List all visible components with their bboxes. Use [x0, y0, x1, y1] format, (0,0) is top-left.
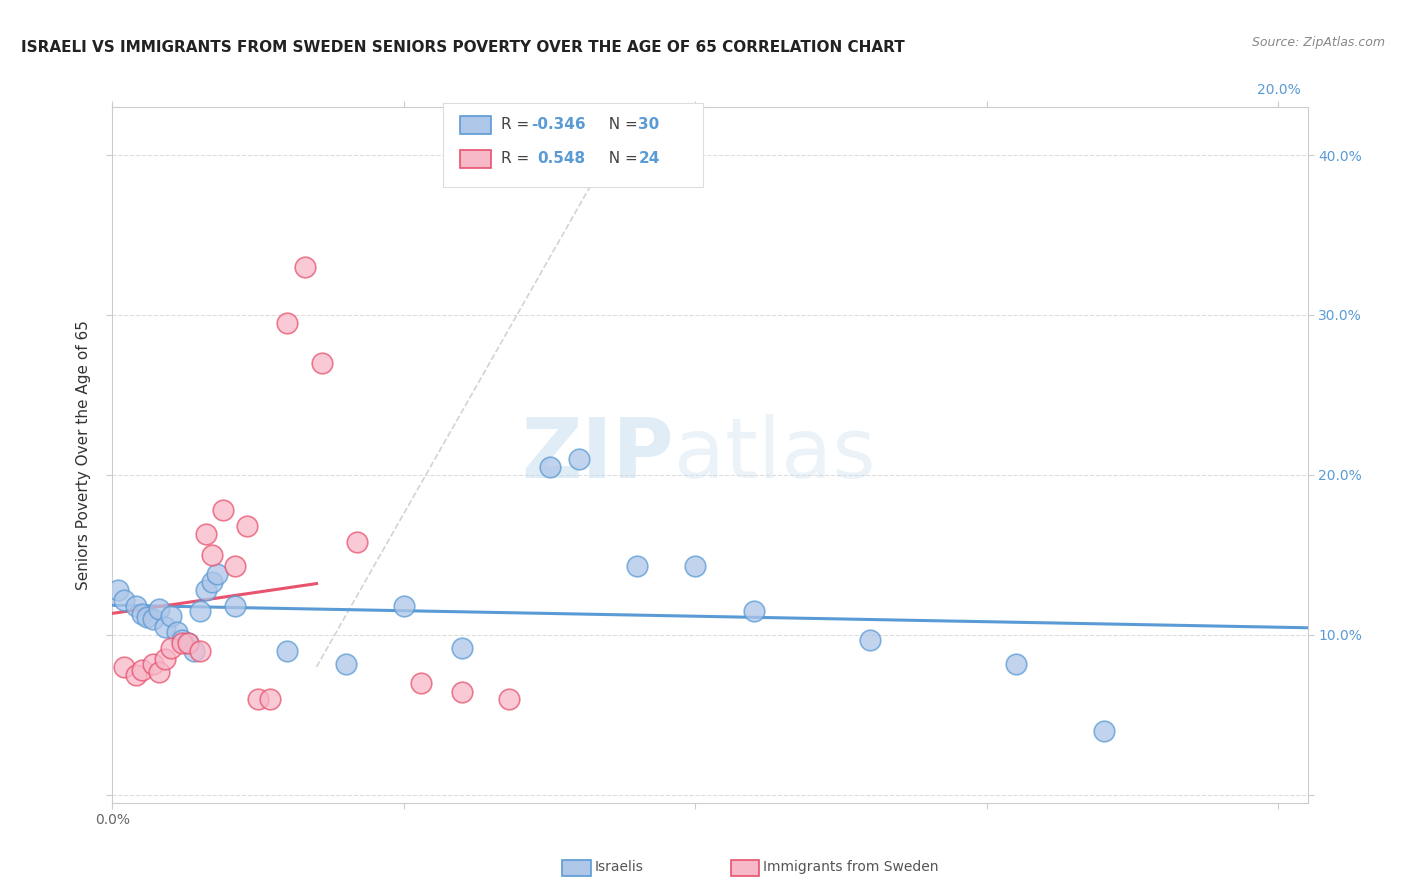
Text: R =: R =	[501, 118, 534, 132]
Point	[411, 676, 433, 690]
Text: ISRAELI VS IMMIGRANTS FROM SWEDEN SENIORS POVERTY OVER THE AGE OF 65 CORRELATION: ISRAELI VS IMMIGRANTS FROM SWEDEN SENIOR…	[21, 40, 905, 55]
Text: Immigrants from Sweden: Immigrants from Sweden	[763, 860, 939, 874]
Point	[685, 559, 707, 574]
Point	[311, 356, 333, 370]
Point	[125, 668, 148, 682]
Point	[194, 583, 217, 598]
Point	[224, 599, 246, 613]
Point	[200, 575, 222, 590]
Text: 30: 30	[638, 118, 659, 132]
Text: -0.346: -0.346	[531, 118, 586, 132]
Point	[107, 583, 129, 598]
Point	[259, 691, 281, 706]
Point	[276, 316, 298, 330]
Point	[172, 636, 194, 650]
Point	[159, 608, 181, 623]
Point	[188, 644, 211, 658]
Text: Israelis: Israelis	[595, 860, 644, 874]
Text: 0.548: 0.548	[537, 152, 585, 166]
Point	[148, 602, 170, 616]
Point	[194, 527, 217, 541]
Point	[294, 260, 316, 274]
Point	[276, 644, 298, 658]
Point	[568, 451, 591, 466]
Point	[451, 640, 474, 655]
Text: atlas: atlas	[675, 415, 876, 495]
Y-axis label: Seniors Poverty Over the Age of 65: Seniors Poverty Over the Age of 65	[76, 320, 91, 590]
Point	[451, 685, 474, 699]
Text: N =: N =	[599, 152, 643, 166]
Point	[125, 599, 148, 613]
Point	[392, 599, 415, 613]
Point	[159, 640, 181, 655]
Point	[142, 657, 165, 671]
Point	[207, 567, 229, 582]
Point	[538, 459, 561, 474]
Point	[188, 604, 211, 618]
Point	[224, 559, 246, 574]
Point	[136, 610, 159, 624]
Point	[153, 652, 176, 666]
Text: ZIP: ZIP	[522, 415, 675, 495]
Point	[859, 632, 882, 647]
Point	[131, 663, 153, 677]
Point	[212, 503, 235, 517]
Point	[498, 691, 520, 706]
Point	[177, 636, 200, 650]
Point	[142, 612, 165, 626]
Point	[112, 660, 135, 674]
Point	[177, 636, 200, 650]
Point	[1005, 657, 1028, 671]
Point	[183, 644, 205, 658]
Point	[172, 632, 194, 647]
Text: 24: 24	[638, 152, 659, 166]
Point	[626, 559, 648, 574]
Point	[131, 607, 153, 621]
Point	[148, 665, 170, 679]
Point	[346, 535, 368, 549]
Point	[247, 691, 270, 706]
Point	[1092, 723, 1115, 738]
Point	[112, 592, 135, 607]
Point	[200, 548, 222, 562]
Point	[335, 657, 357, 671]
Point	[153, 620, 176, 634]
Text: Source: ZipAtlas.com: Source: ZipAtlas.com	[1251, 36, 1385, 49]
Point	[742, 604, 765, 618]
Point	[166, 624, 188, 639]
Text: R =: R =	[501, 152, 538, 166]
Text: N =: N =	[599, 118, 643, 132]
Point	[235, 519, 257, 533]
